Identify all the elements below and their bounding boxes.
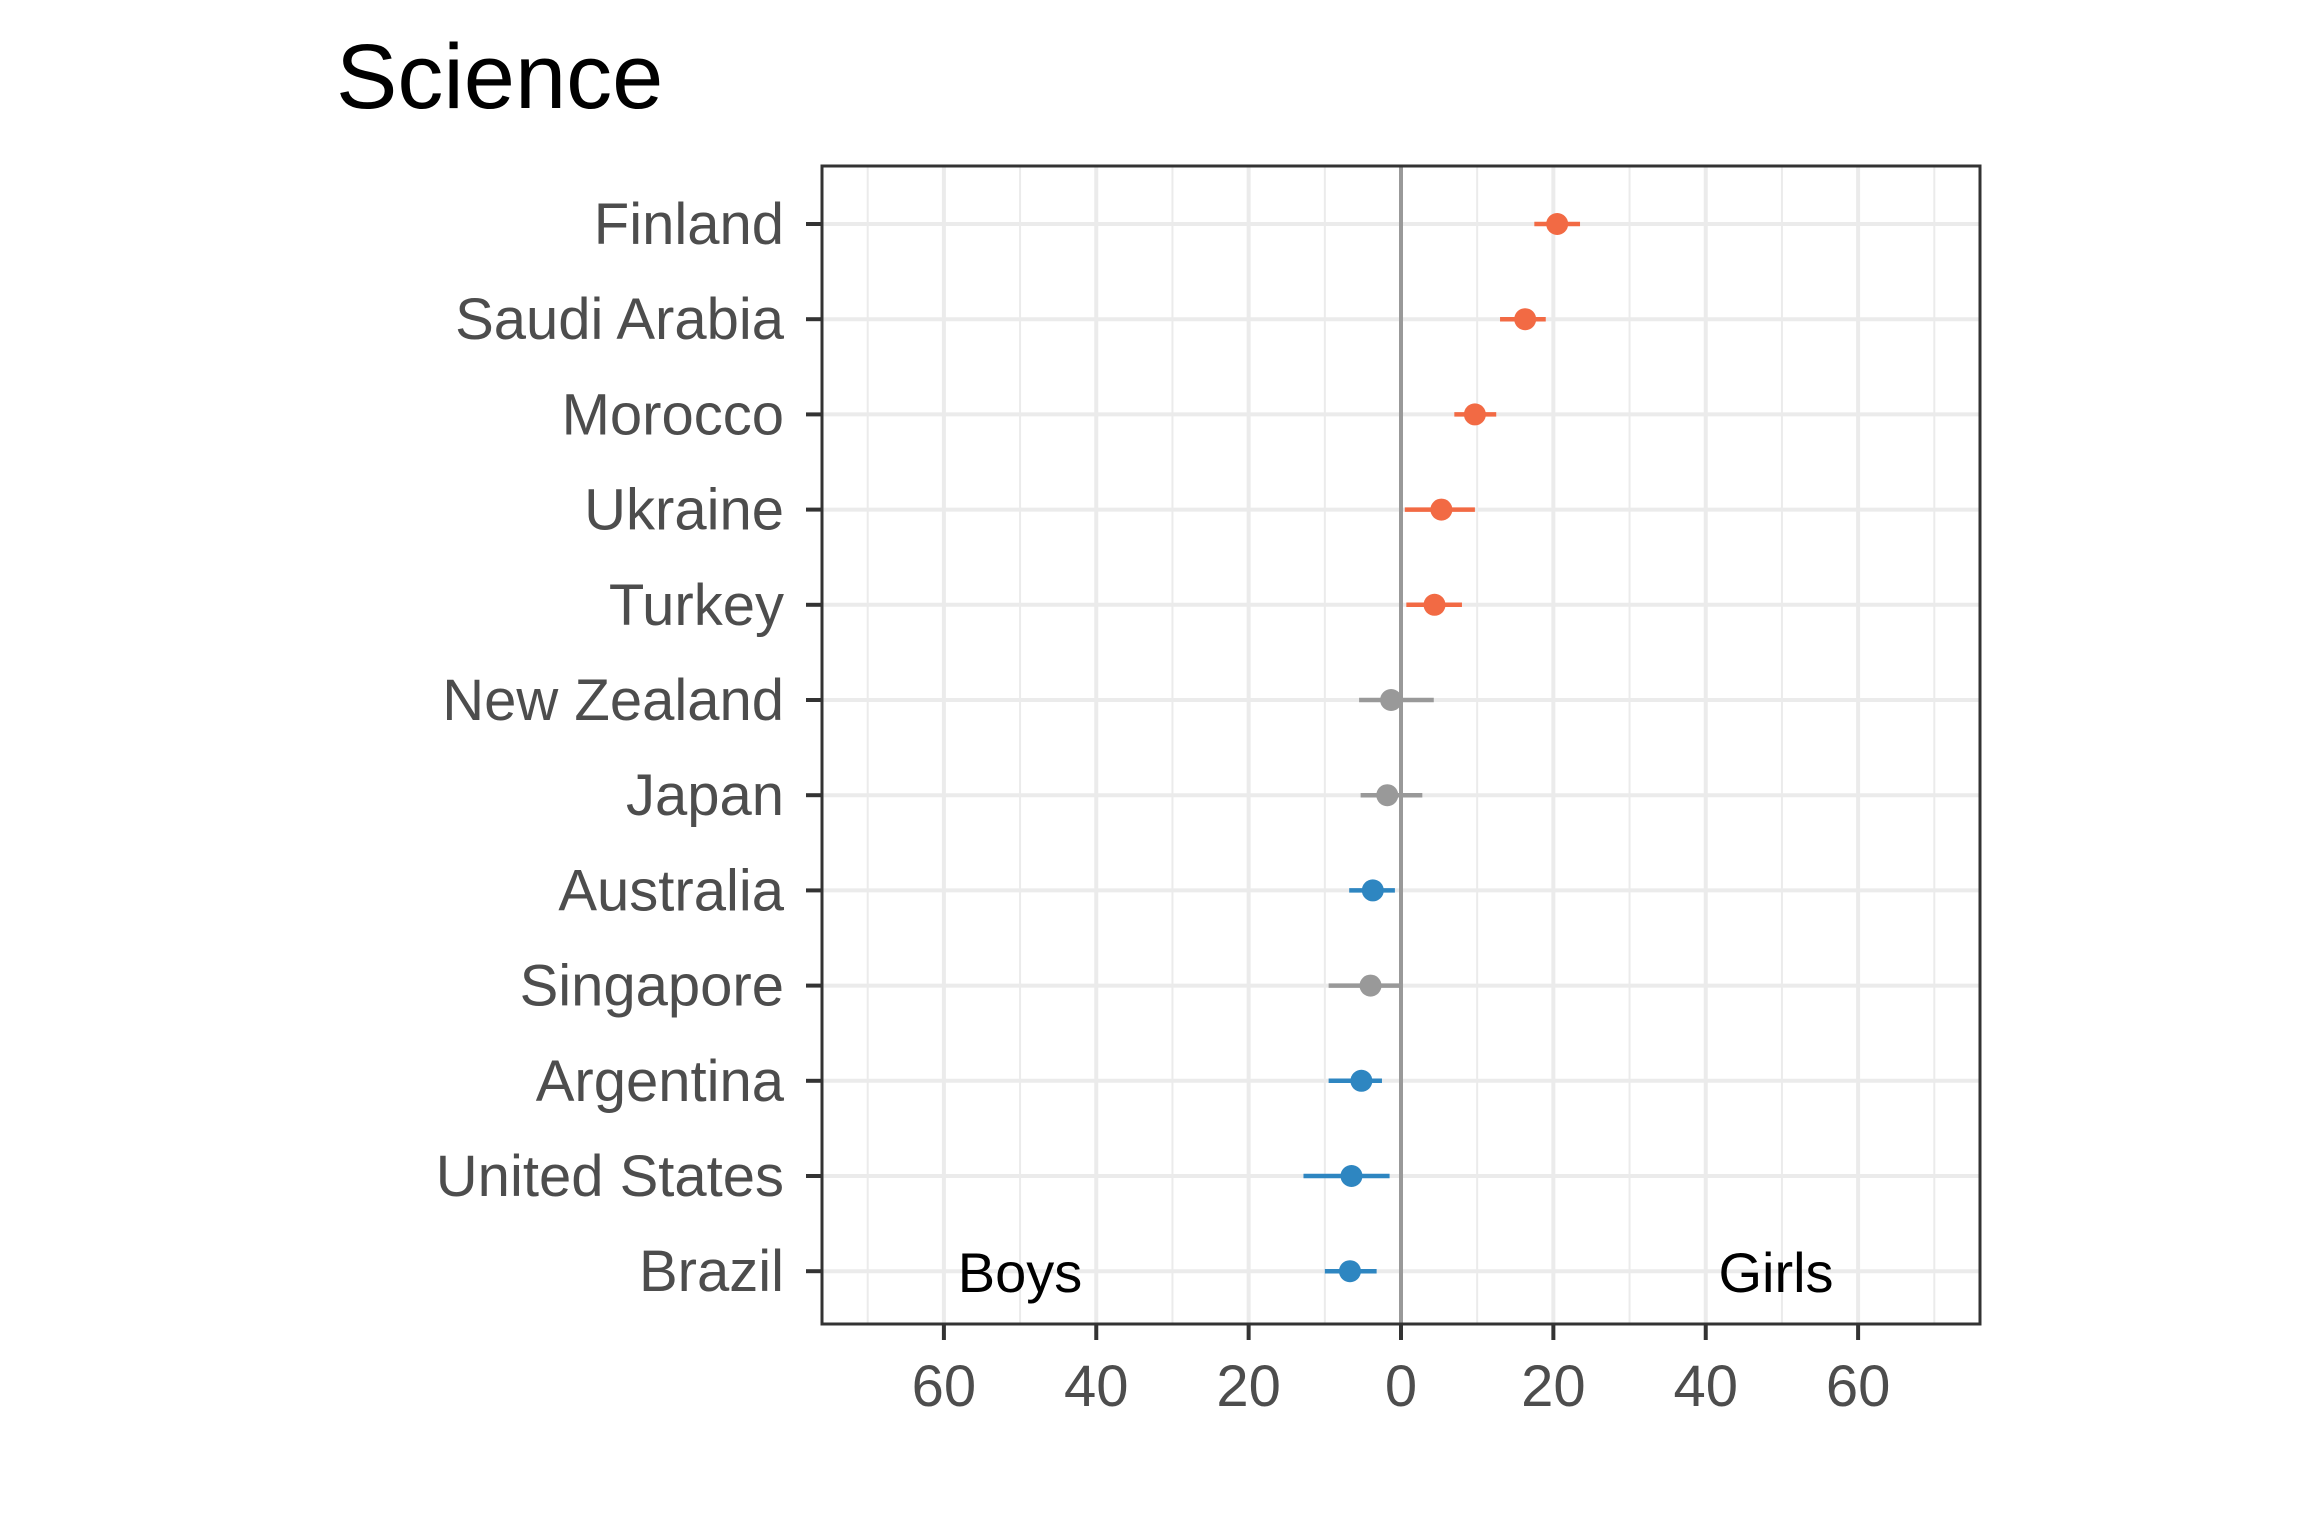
annotation-boys: Boys [958, 1241, 1083, 1304]
data-point [1350, 1069, 1373, 1092]
y-tick-label: Ukraine [584, 478, 784, 543]
y-tick-label: Turkey [609, 573, 784, 638]
data-point [1546, 213, 1569, 235]
data-marks [1303, 213, 1581, 1283]
y-tick-label: United States [436, 1144, 784, 1209]
x-tick-label: 60 [912, 1354, 977, 1419]
data-point [1514, 308, 1537, 331]
y-tick-label: Japan [626, 763, 784, 828]
annotations: Boys Girls [958, 1241, 1834, 1304]
data-point [1430, 498, 1453, 521]
y-tick-label: Saudi Arabia [455, 287, 785, 352]
data-point [1380, 689, 1403, 711]
chart-title: Science [336, 26, 663, 128]
x-tick-label: 40 [1064, 1354, 1129, 1419]
annotation-girls: Girls [1718, 1241, 1833, 1304]
x-tick-label: 40 [1673, 1354, 1738, 1419]
x-tick-label: 60 [1826, 1354, 1891, 1419]
data-point [1361, 879, 1384, 902]
y-tick-label: Singapore [520, 954, 784, 1019]
data-point [1423, 593, 1446, 616]
data-point [1463, 403, 1486, 426]
y-tick-label: Morocco [562, 382, 784, 447]
data-point [1359, 974, 1382, 997]
data-point [1340, 1165, 1363, 1187]
y-tick-label: Argentina [536, 1049, 785, 1114]
x-tick-label: 20 [1216, 1354, 1281, 1419]
axes: Finland Saudi Arabia Morocco Ukraine Turkey N… [436, 164, 1982, 1419]
y-tick-label: New Zealand [442, 668, 784, 733]
x-tick-label: 20 [1521, 1354, 1586, 1419]
y-tick-label: Brazil [639, 1239, 784, 1304]
data-point [1338, 1260, 1361, 1283]
data-point [1376, 784, 1399, 807]
y-tick-label: Australia [558, 858, 784, 923]
x-tick-label: 0 [1385, 1354, 1417, 1419]
y-tick-label: Finland [594, 192, 784, 257]
